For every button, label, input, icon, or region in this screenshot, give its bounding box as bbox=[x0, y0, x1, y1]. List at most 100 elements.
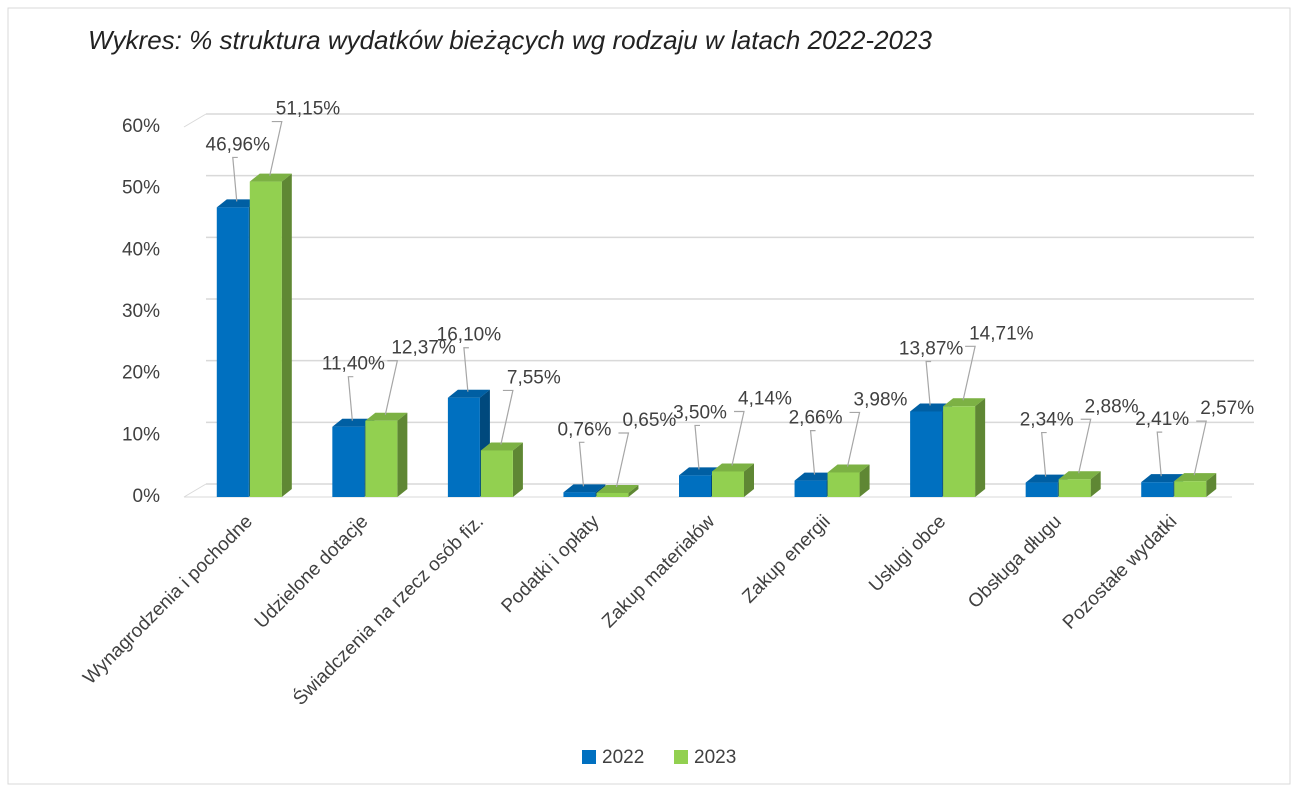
data-label: 0,76% bbox=[558, 419, 612, 440]
bar-top-shade bbox=[596, 484, 639, 493]
bar-top-shade bbox=[1141, 474, 1184, 483]
bar-side-shade bbox=[975, 398, 986, 497]
chart-title: Wykres: % struktura wydatków bieżących w… bbox=[88, 25, 932, 55]
data-label: 3,98% bbox=[854, 389, 908, 410]
y-tick-label: 0% bbox=[133, 486, 161, 507]
bar-top-shade bbox=[679, 467, 721, 476]
bar bbox=[1025, 482, 1058, 497]
label-leader bbox=[1041, 431, 1047, 477]
bar-top bbox=[596, 484, 639, 493]
data-label: 14,71% bbox=[969, 323, 1034, 344]
bar-side-shade bbox=[281, 173, 292, 497]
label-leader bbox=[384, 360, 399, 415]
bar bbox=[365, 420, 398, 497]
bar bbox=[910, 411, 943, 497]
label-leader bbox=[463, 347, 469, 392]
bar-top-shade bbox=[447, 389, 490, 398]
bar-top bbox=[679, 467, 721, 476]
bar bbox=[216, 207, 249, 497]
bar bbox=[679, 475, 711, 497]
bar-top-shade bbox=[1058, 471, 1101, 480]
bar-side bbox=[1206, 473, 1217, 497]
bar-top bbox=[365, 412, 408, 421]
bar-side bbox=[975, 398, 986, 497]
data-label: 2,57% bbox=[1200, 398, 1254, 419]
bar-top bbox=[1025, 474, 1068, 483]
bar-top-shade bbox=[480, 442, 523, 451]
data-label: 2,88% bbox=[1085, 396, 1139, 417]
bar-side bbox=[1090, 471, 1101, 497]
data-label: 3,50% bbox=[673, 402, 727, 423]
bar bbox=[480, 450, 513, 497]
label-leader bbox=[694, 424, 700, 470]
bar-side-shade bbox=[859, 464, 870, 497]
bar-top bbox=[1174, 473, 1217, 482]
bar-top-shade bbox=[1025, 474, 1068, 483]
bar-top bbox=[1141, 474, 1184, 483]
y-tick-label: 10% bbox=[122, 424, 160, 445]
bar-top-shade bbox=[827, 464, 870, 473]
label-leader bbox=[269, 120, 283, 176]
bar bbox=[943, 406, 976, 497]
bar-top-shade bbox=[249, 173, 292, 182]
bar-top bbox=[332, 418, 375, 427]
bar-top-shade bbox=[365, 412, 408, 421]
bar-top-shade bbox=[216, 199, 259, 208]
data-label: 12,37% bbox=[391, 338, 456, 359]
y-tick-label: 50% bbox=[122, 178, 160, 199]
bar-side bbox=[859, 464, 870, 497]
bar-top bbox=[480, 442, 523, 451]
bar-top-shade bbox=[332, 418, 375, 427]
label-leader bbox=[731, 410, 745, 466]
bar-top bbox=[249, 173, 292, 182]
bar bbox=[563, 492, 596, 497]
label-leader bbox=[962, 345, 976, 401]
legend-swatch bbox=[582, 750, 596, 764]
bar-top-shade bbox=[794, 472, 837, 481]
data-label: 16,10% bbox=[437, 325, 502, 346]
bar bbox=[1174, 481, 1207, 497]
axis-depth bbox=[183, 113, 207, 128]
label-leader bbox=[1156, 431, 1163, 477]
bar-top-shade bbox=[943, 398, 986, 407]
bar-side-shade bbox=[628, 484, 639, 497]
bar-top bbox=[712, 463, 754, 472]
bar-side bbox=[744, 463, 754, 497]
bar-side bbox=[397, 412, 408, 497]
bar-top-shade bbox=[910, 403, 953, 412]
bar-top bbox=[563, 484, 606, 493]
label-leader bbox=[846, 411, 861, 467]
bar-side-shade bbox=[744, 463, 754, 497]
bar-side-shade bbox=[512, 442, 523, 497]
bar bbox=[249, 181, 282, 497]
label-leader bbox=[500, 389, 514, 445]
bar-side bbox=[512, 442, 523, 497]
label-leader bbox=[347, 376, 354, 421]
label-leader bbox=[578, 441, 585, 487]
bar-top bbox=[910, 403, 953, 412]
data-label: 4,14% bbox=[738, 388, 792, 409]
bar bbox=[827, 472, 860, 497]
data-label: 13,87% bbox=[899, 338, 964, 359]
label-leader bbox=[809, 429, 816, 475]
data-label: 51,15% bbox=[276, 99, 341, 120]
bar-top bbox=[447, 389, 490, 398]
bar-side-shade bbox=[1206, 473, 1217, 497]
bar-side-shade bbox=[1090, 471, 1101, 497]
bar-side bbox=[628, 484, 639, 497]
bar-top bbox=[1058, 471, 1101, 480]
y-tick-label: 60% bbox=[122, 116, 160, 137]
bar-top bbox=[794, 472, 837, 481]
bar-top bbox=[216, 199, 259, 208]
bar bbox=[447, 397, 480, 497]
legend-label: 2022 bbox=[602, 747, 644, 768]
data-label: 2,41% bbox=[1135, 409, 1189, 430]
bar-top-shade bbox=[712, 463, 754, 472]
bar bbox=[1058, 479, 1091, 497]
label-leader bbox=[925, 360, 932, 406]
y-tick-label: 40% bbox=[122, 239, 160, 260]
legend-label: 2023 bbox=[694, 747, 736, 768]
bar-side bbox=[281, 173, 292, 497]
y-tick-label: 30% bbox=[122, 301, 160, 322]
